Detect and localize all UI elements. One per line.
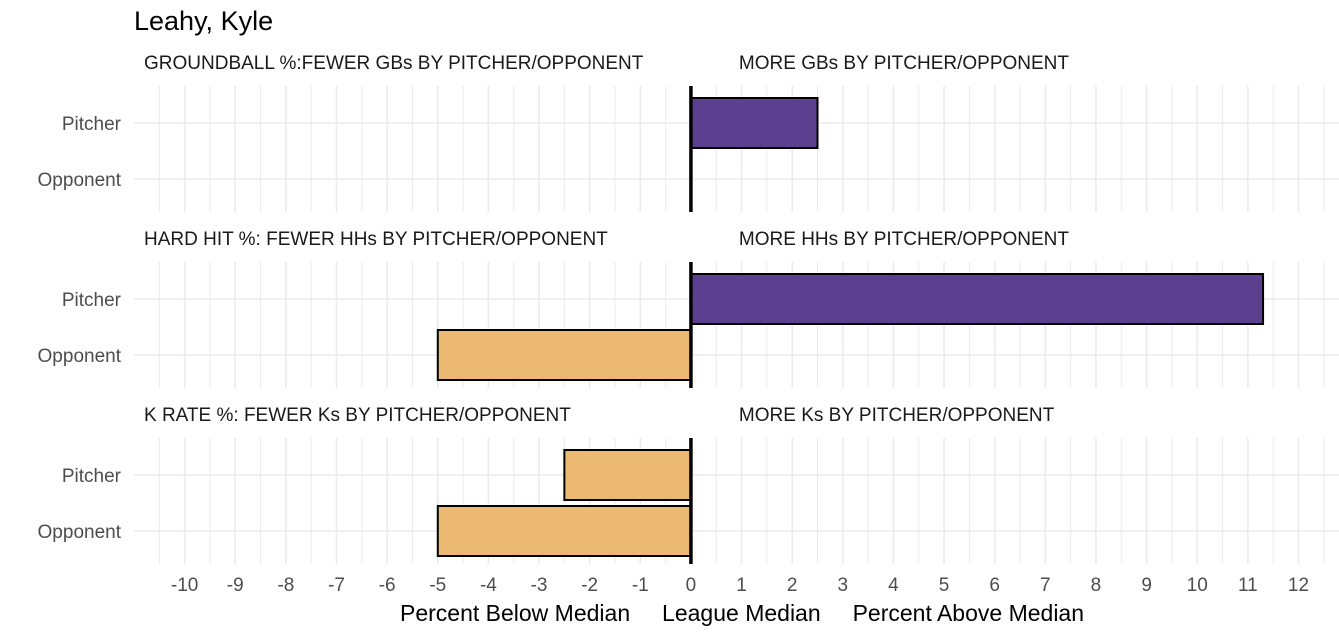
x-tick-label: -8 — [277, 575, 294, 596]
x-tick-label: -1 — [632, 575, 649, 596]
category-label-pitcher: Pitcher — [62, 290, 122, 311]
x-tick-label: -7 — [328, 575, 345, 596]
x-tick-label: -9 — [227, 575, 244, 596]
category-label-opponent: Opponent — [38, 346, 122, 367]
panel-right-label: MORE HHs BY PITCHER/OPPONENT — [739, 229, 1069, 250]
x-tick-label: 4 — [888, 575, 899, 596]
x-tick-label: 3 — [838, 575, 849, 596]
x-tick-label: 0 — [686, 575, 697, 596]
panel-2: HARD HIT %: FEWER HHs BY PITCHER/OPPONEN… — [38, 229, 1339, 388]
panels-layer: GROUNDBALL %:FEWER GBs BY PITCHER/OPPONE… — [38, 53, 1339, 564]
x-tick-label: -2 — [581, 575, 598, 596]
bar-opponent — [436, 505, 692, 557]
category-label-opponent: Opponent — [38, 170, 122, 191]
x-tick-label: 6 — [989, 575, 1000, 596]
category-label-pitcher: Pitcher — [62, 466, 122, 487]
chart-title: Leahy, Kyle — [134, 6, 273, 36]
bar-opponent — [436, 329, 692, 381]
panel-left-label: GROUNDBALL %:FEWER GBs BY PITCHER/OPPONE… — [144, 53, 644, 74]
panel-right-label: MORE Ks BY PITCHER/OPPONENT — [739, 405, 1055, 426]
x-axis-label: Percent Below Median League Median Perce… — [400, 600, 1084, 626]
x-tick-label: -5 — [429, 575, 446, 596]
x-tick-label: 9 — [1141, 575, 1152, 596]
x-tick-label: -3 — [531, 575, 548, 596]
x-tick-label: -6 — [379, 575, 396, 596]
category-label-opponent: Opponent — [38, 522, 122, 543]
panel-left-label: K RATE %: FEWER Ks BY PITCHER/OPPONENT — [144, 405, 571, 426]
x-tick-label: 12 — [1288, 575, 1309, 596]
x-axis: -10 -9 -8 -7 -6 -5 -4 -3 -2 -1 0 1 2 3 4 5 6 7 8 9 10 11 12 — [171, 575, 1309, 596]
panel-left-label: HARD HIT %: FEWER HHs BY PITCHER/OPPONEN… — [144, 229, 608, 250]
x-tick-label: 10 — [1187, 575, 1208, 596]
x-tick-label: 7 — [1040, 575, 1051, 596]
category-label-pitcher: Pitcher — [62, 114, 122, 135]
x-tick-label: 5 — [939, 575, 950, 596]
x-tick-label: 1 — [736, 575, 747, 596]
bar-pitcher — [689, 97, 819, 149]
panel-grid — [134, 438, 1339, 564]
x-tick-label: 11 — [1238, 575, 1258, 596]
panel-1: GROUNDBALL %:FEWER GBs BY PITCHER/OPPONE… — [38, 53, 1339, 212]
bar-pitcher — [563, 449, 692, 501]
x-tick-label: -10 — [171, 575, 198, 596]
panel-right-label: MORE GBs BY PITCHER/OPPONENT — [739, 53, 1069, 74]
x-tick-label: 2 — [787, 575, 798, 596]
panel-3: K RATE %: FEWER Ks BY PITCHER/OPPONENT MO… — [38, 405, 1339, 564]
x-tick-label: 8 — [1091, 575, 1102, 596]
bar-pitcher — [689, 273, 1265, 325]
x-tick-label: -4 — [480, 575, 497, 596]
